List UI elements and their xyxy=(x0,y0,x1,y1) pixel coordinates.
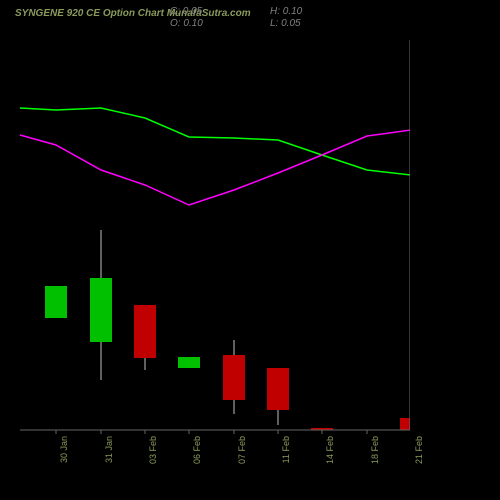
candle-body xyxy=(45,286,67,318)
x-axis-label: 14 Feb xyxy=(325,436,335,496)
ohlc-low: L: 0.05 xyxy=(270,18,301,29)
green-line xyxy=(20,108,410,175)
candle-body xyxy=(311,428,333,430)
candle-body xyxy=(223,355,245,400)
ohlc-high: H: 0.10 xyxy=(270,6,302,17)
x-axis-label: 31 Jan xyxy=(104,436,114,496)
ohlc-close: C: 0.05 xyxy=(170,6,202,17)
x-axis-label: 30 Jan xyxy=(59,436,69,496)
x-axis-label: 06 Feb xyxy=(192,436,202,496)
x-axis-label: 11 Feb xyxy=(281,436,291,496)
chart-area: SYNGENE 920 CE Option Chart MunafaSutra.… xyxy=(10,0,410,460)
candle-body xyxy=(134,305,156,358)
chart-svg xyxy=(10,0,410,460)
candle-body xyxy=(267,368,289,410)
x-axis-label: 07 Feb xyxy=(237,436,247,496)
candle-body xyxy=(178,357,200,368)
ohlc-open: O: 0.10 xyxy=(170,18,203,29)
chart-title: SYNGENE 920 CE Option Chart MunafaSutra.… xyxy=(15,8,251,19)
magenta-line xyxy=(20,130,410,205)
candle-body xyxy=(90,278,112,342)
candle-body xyxy=(400,418,410,430)
x-axis-label: 21 Feb xyxy=(414,436,424,496)
x-axis-label: 03 Feb xyxy=(148,436,158,496)
x-axis-label: 18 Feb xyxy=(370,436,380,496)
